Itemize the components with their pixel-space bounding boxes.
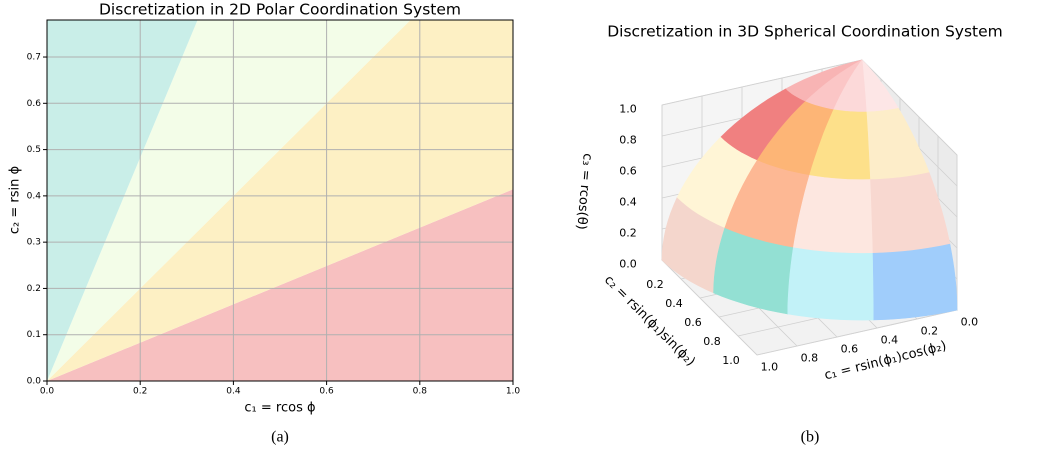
caption: (a) [271, 429, 289, 446]
sector [47, 20, 198, 381]
z-tick-label: 0.0 [619, 258, 637, 271]
y-tick-label: 0.3 [27, 238, 41, 248]
chart-title: Discretization in 2D Polar Coordination … [99, 1, 461, 19]
y-tick-label: 0.8 [703, 335, 721, 348]
y-tick-label: 0.6 [684, 316, 702, 329]
y-tick-label: 0.6 [27, 99, 42, 109]
x-tick-label: 0.4 [226, 387, 241, 397]
y-tick-label: 0.2 [27, 284, 41, 294]
y-tick-label: 0.2 [646, 278, 664, 291]
z-tick-label: 0.8 [619, 134, 637, 147]
grid-line [756, 309, 958, 356]
caption: (b) [801, 429, 820, 446]
x-tick-label: 0.8 [413, 387, 428, 397]
y-tick-label: 1.0 [722, 354, 740, 367]
y-tick-label: 0.0 [27, 377, 42, 387]
surface-patch [861, 59, 899, 113]
axes-frame [46, 19, 514, 382]
y-tick-label: 0.7 [27, 53, 41, 63]
y-tick-label: 0.4 [665, 297, 683, 310]
chart-title: Discretization in 3D Spherical Coordinat… [607, 23, 1003, 41]
x-tick-label: 0.4 [881, 333, 899, 346]
x-tick-label: 0.6 [319, 387, 334, 397]
y-tick-label: 0.4 [27, 191, 42, 201]
surface-patch [787, 246, 874, 321]
y-tick-label: 0.5 [27, 145, 41, 155]
x-axis-label: c₁ = rcos ϕ [244, 401, 315, 416]
y-tick-label: 0.1 [27, 330, 41, 340]
z-tick-label: 0.4 [619, 196, 637, 209]
grid-line [861, 59, 958, 156]
x-tick-label: 0.2 [133, 387, 147, 397]
z-tick-label: 0.2 [619, 227, 637, 240]
x-tick-label: 0.2 [921, 324, 939, 337]
z-axis-label: c₃ = rcos(θ) [573, 153, 595, 231]
y-axis-label: c₂ = rsin ϕ [8, 166, 23, 234]
grid-line [661, 259, 758, 356]
sector [47, 20, 513, 381]
x-tick-label: 0.0 [40, 387, 55, 397]
z-tick-label: 0.6 [619, 165, 637, 178]
x-tick-label: 0.8 [801, 351, 819, 364]
x-tick-label: 1.0 [761, 360, 779, 373]
plot-area [47, 20, 513, 381]
grid-line [661, 59, 863, 106]
surface-patch [793, 175, 873, 254]
z-tick-label: 1.0 [619, 103, 637, 116]
sector [47, 20, 411, 381]
x-tick-label: 0.6 [841, 342, 859, 355]
surface-patch [872, 243, 958, 321]
x-tick-label: 0.0 [961, 315, 979, 328]
x-tick-label: 1.0 [506, 387, 521, 397]
